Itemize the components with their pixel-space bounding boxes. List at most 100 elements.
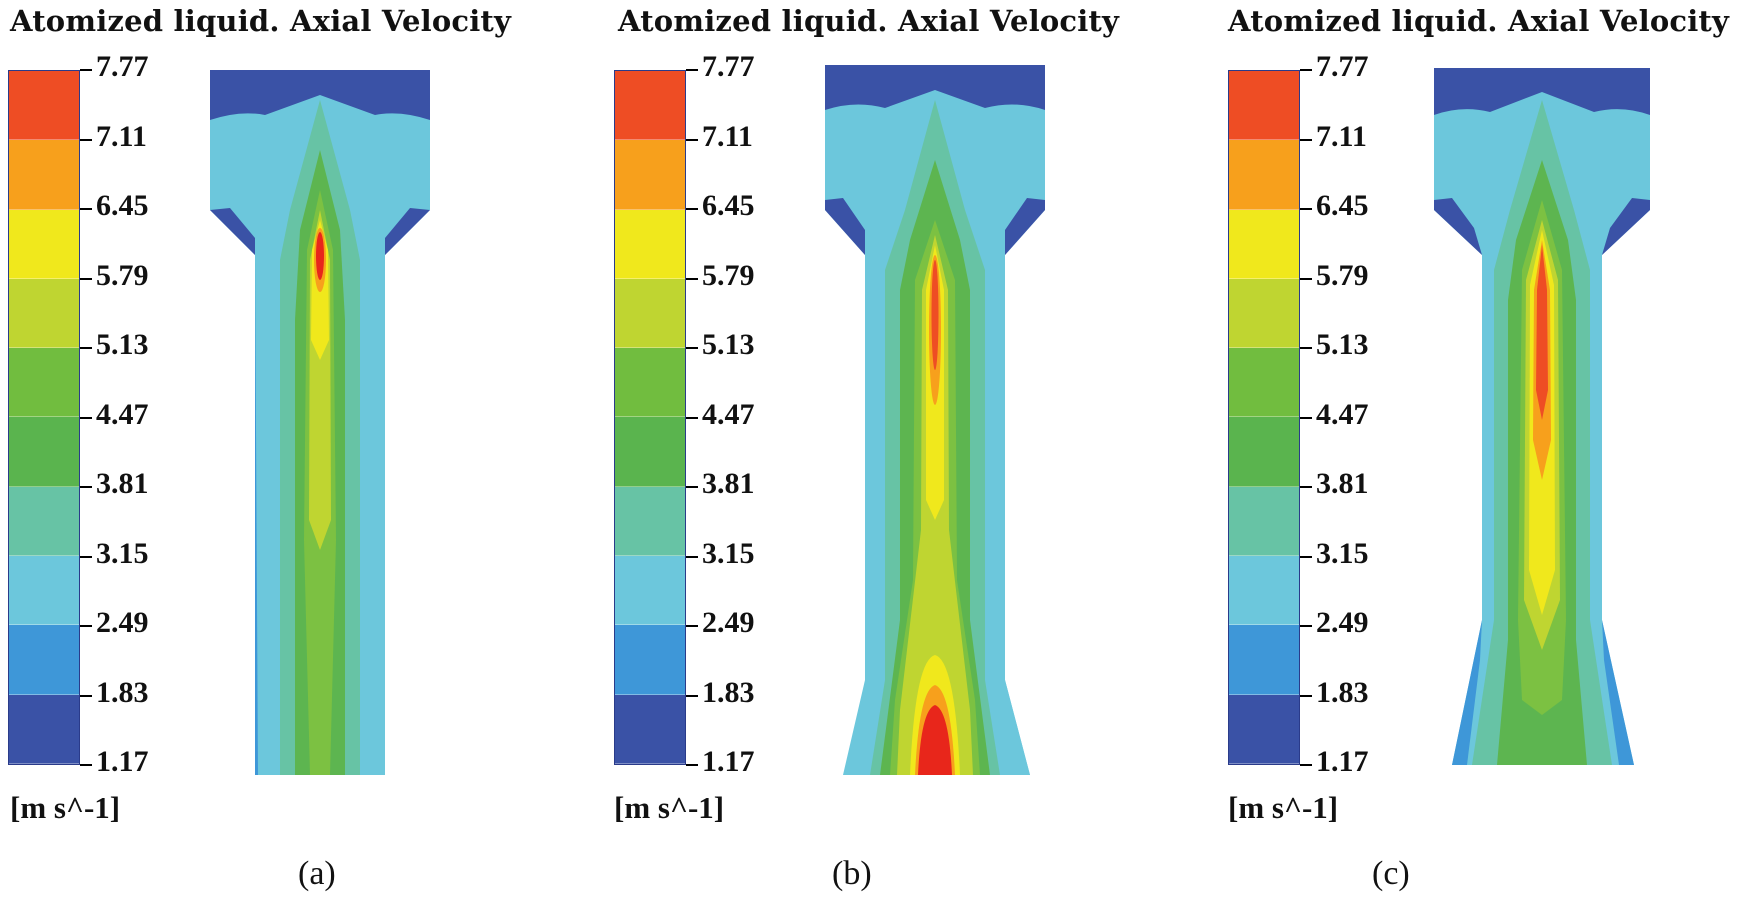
legend-color-band [1229, 556, 1299, 626]
contour-region-max [931, 260, 939, 370]
legend-tick-mark [80, 764, 92, 766]
legend-tick-label: 5.13 [96, 328, 149, 361]
legend-color-band [9, 417, 79, 487]
legend-tick-label: 5.79 [1316, 258, 1369, 292]
legend-color-band [615, 556, 685, 626]
legend-color-band [9, 140, 79, 210]
legend-color-band [9, 625, 79, 695]
legend-tick-label: 1.83 [702, 675, 755, 709]
color-legend-bar [614, 70, 686, 765]
legend-tick-label: 5.13 [1316, 328, 1369, 361]
velocity-contour-plot [1434, 68, 1650, 765]
legend-tick-mark [1300, 416, 1312, 419]
panel-caption: (c) [1372, 855, 1410, 892]
panel-b: Atomized liquid. Axial Velocity 7.77 7.11… [610, 0, 1170, 911]
legend-tick-label: 3.81 [1316, 467, 1369, 500]
legend-tick-mark [80, 138, 92, 141]
legend-tick-mark [1300, 277, 1312, 280]
legend-tick-label: 7.77 [1316, 50, 1369, 83]
legend-tick-mark [686, 277, 698, 280]
legend-tick-label: 3.15 [96, 536, 149, 570]
legend-tick-mark [1300, 694, 1312, 697]
legend-tick-label: 1.83 [96, 675, 149, 709]
legend-tick-label: 7.77 [702, 50, 755, 83]
legend-tick-mark [686, 416, 698, 419]
legend-color-band [1229, 417, 1299, 487]
legend-color-band [1229, 209, 1299, 279]
legend-tick-mark [1300, 625, 1312, 627]
legend-tick-mark [80, 416, 92, 419]
contour-region-max-bottom [918, 705, 952, 775]
legend-color-band [615, 417, 685, 487]
legend-color-band [1229, 71, 1299, 141]
legend-tick-mark [80, 625, 92, 627]
legend-tick-mark [80, 347, 92, 349]
legend-color-band [1229, 625, 1299, 695]
legend-tick-mark [686, 555, 698, 558]
legend-tick-mark [80, 69, 92, 71]
panel-title: Atomized liquid. Axial Velocity [1228, 4, 1730, 38]
legend-color-band [615, 140, 685, 210]
legend-tick-mark [1300, 764, 1312, 766]
contour-region-min [1434, 68, 1650, 115]
contour-region-max [316, 232, 324, 280]
legend-tick-label: 3.15 [1316, 536, 1369, 570]
legend-unit: [m s^-1] [614, 790, 725, 825]
legend-tick-mark [1300, 69, 1312, 71]
legend-tick-mark [686, 764, 698, 766]
legend-tick-label: 7.11 [1316, 119, 1367, 153]
panel-c: Atomized liquid. Axial Velocity 7.77 7.11… [1222, 0, 1752, 911]
panel-caption: (b) [832, 855, 872, 892]
legend-tick-label: 3.81 [96, 467, 149, 500]
legend-tick-label: 2.49 [702, 606, 755, 639]
legend-tick-mark [80, 208, 92, 210]
legend-tick-label: 6.45 [702, 189, 755, 222]
color-legend-bar [1228, 70, 1300, 765]
legend-tick-mark [686, 208, 698, 210]
legend-color-band [9, 486, 79, 557]
contour-region-corner-right [385, 208, 430, 255]
legend-tick-label: 1.17 [96, 745, 149, 778]
contour-region-edge-right [1602, 620, 1634, 765]
legend-tick-mark [686, 694, 698, 697]
legend-color-band [9, 278, 79, 349]
legend-tick-label: 6.45 [1316, 189, 1369, 222]
legend-color-band [1229, 348, 1299, 418]
legend-tick-label: 4.47 [702, 397, 755, 431]
legend-color-band [615, 71, 685, 141]
contour-region-corner-right [1005, 198, 1045, 255]
legend-tick-mark [686, 69, 698, 71]
legend-tick-label: 5.13 [702, 328, 755, 361]
contour-region-edge-left [255, 255, 258, 775]
contour-region-corner-left [825, 198, 865, 255]
panel-title: Atomized liquid. Axial Velocity [10, 4, 512, 38]
legend-tick-mark [1300, 486, 1312, 488]
legend-tick-mark [686, 347, 698, 349]
legend-tick-mark [686, 486, 698, 488]
legend-tick-mark [1300, 555, 1312, 558]
legend-tick-label: 3.15 [702, 536, 755, 570]
legend-tick-label: 5.79 [96, 258, 149, 292]
legend-tick-mark [1300, 138, 1312, 141]
legend-tick-mark [1300, 208, 1312, 210]
legend-color-band [1229, 278, 1299, 349]
legend-tick-label: 4.47 [96, 397, 149, 431]
legend-color-band [1229, 486, 1299, 557]
contour-region-corner-right [1602, 198, 1650, 255]
legend-tick-label: 7.11 [702, 119, 753, 153]
legend-color-band [1229, 694, 1299, 764]
legend-tick-label: 5.79 [702, 258, 755, 292]
legend-tick-mark [686, 625, 698, 627]
contour-region-min [210, 70, 430, 120]
contour-region-corner-left [1434, 198, 1482, 255]
legend-color-band [9, 209, 79, 279]
legend-color-band [615, 209, 685, 279]
legend-color-band [9, 71, 79, 141]
legend-tick-label: 4.47 [1316, 397, 1369, 431]
contour-region-edge-left [1452, 620, 1482, 765]
legend-tick-label: 2.49 [1316, 606, 1369, 639]
legend-tick-label: 1.17 [1316, 745, 1369, 778]
velocity-contour-plot [210, 70, 430, 775]
legend-color-band [615, 694, 685, 764]
legend-color-band [9, 348, 79, 418]
